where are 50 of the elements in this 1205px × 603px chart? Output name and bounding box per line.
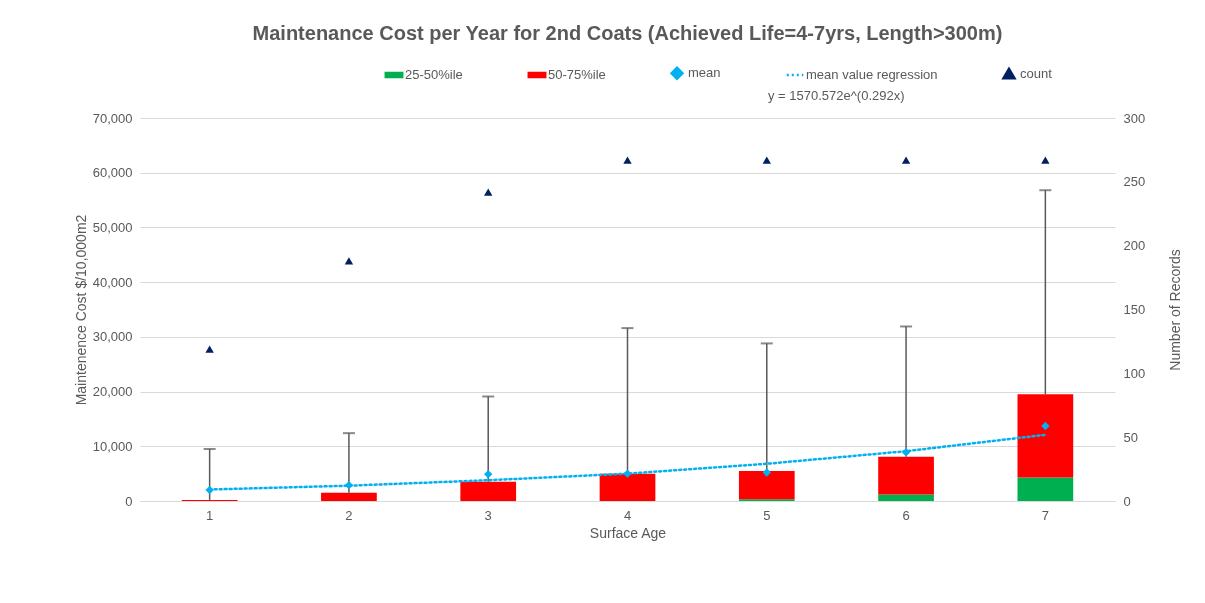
y-tick-label: 60,000 <box>92 165 133 181</box>
y2-axis-title: Number of Records <box>1167 249 1184 371</box>
point <box>623 156 632 164</box>
y2-tick-label: 50 <box>1123 429 1138 445</box>
point <box>1041 421 1050 431</box>
point <box>205 345 214 353</box>
y-tick-label: 40,000 <box>92 274 133 290</box>
point <box>762 468 771 477</box>
y2-tick-label: 100 <box>1123 365 1146 381</box>
bar <box>599 473 656 501</box>
x-tick-label: 3 <box>484 507 492 523</box>
point <box>484 470 493 479</box>
legend-label: count <box>1020 65 1053 81</box>
y-tick-label: 70,000 <box>92 110 133 126</box>
y2-tick-label: 300 <box>1123 110 1146 126</box>
point <box>762 156 771 164</box>
y-tick-label: 50,000 <box>92 219 133 235</box>
bar <box>1017 477 1074 501</box>
y2-tick-label: 150 <box>1123 302 1146 317</box>
x-tick-label: 6 <box>902 507 910 523</box>
legend-label: 50-75%ile <box>548 67 606 82</box>
x-axis-title: Surface Age <box>589 524 667 541</box>
x-tick-label: 5 <box>763 507 771 523</box>
point <box>901 156 911 164</box>
chart-title: Maintenance Cost per Year for 2nd Coats (Achieved Life=4-7yrs, Length>300m) <box>252 22 1003 44</box>
bar <box>878 494 934 501</box>
bar <box>460 481 517 501</box>
y-axis-title: Maintenence Cost $/10,000m2 <box>72 214 89 406</box>
y-tick-label: 0 <box>125 493 133 509</box>
bar <box>1017 394 1074 478</box>
y2-tick-label: 250 <box>1123 174 1146 190</box>
y2-tick-label: 200 <box>1123 238 1146 254</box>
point <box>344 257 354 265</box>
x-tick-label: 4 <box>623 507 632 523</box>
legend-label: 25-50%ile <box>405 67 463 82</box>
x-tick-label: 1 <box>206 507 214 523</box>
point <box>1041 156 1050 164</box>
y-tick-label: 30,000 <box>92 329 133 345</box>
y-tick-label: 10,000 <box>92 438 133 454</box>
legend-label: mean <box>688 65 721 81</box>
text: y = 1570.572e^(0.292x) <box>768 88 905 103</box>
y2-tick-label: 0 <box>1123 493 1131 509</box>
x-tick-label: 7 <box>1041 507 1049 523</box>
bar <box>321 492 377 501</box>
legend-label: mean value regression <box>806 67 938 82</box>
bar <box>738 470 795 500</box>
y-tick-label: 20,000 <box>92 384 133 400</box>
bar <box>878 456 934 495</box>
point <box>484 188 493 196</box>
x-tick-label: 2 <box>345 507 353 523</box>
